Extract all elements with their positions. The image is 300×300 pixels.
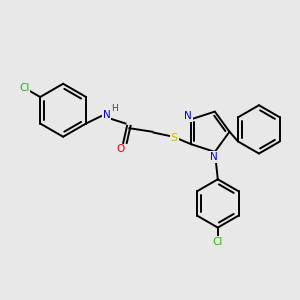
Text: N: N <box>184 111 192 121</box>
Text: Cl: Cl <box>213 237 223 247</box>
Text: O: O <box>116 144 125 154</box>
Text: Cl: Cl <box>19 83 29 93</box>
Text: S: S <box>171 133 178 142</box>
Text: N: N <box>210 152 218 162</box>
Text: H: H <box>111 104 118 113</box>
Text: N: N <box>103 110 110 120</box>
